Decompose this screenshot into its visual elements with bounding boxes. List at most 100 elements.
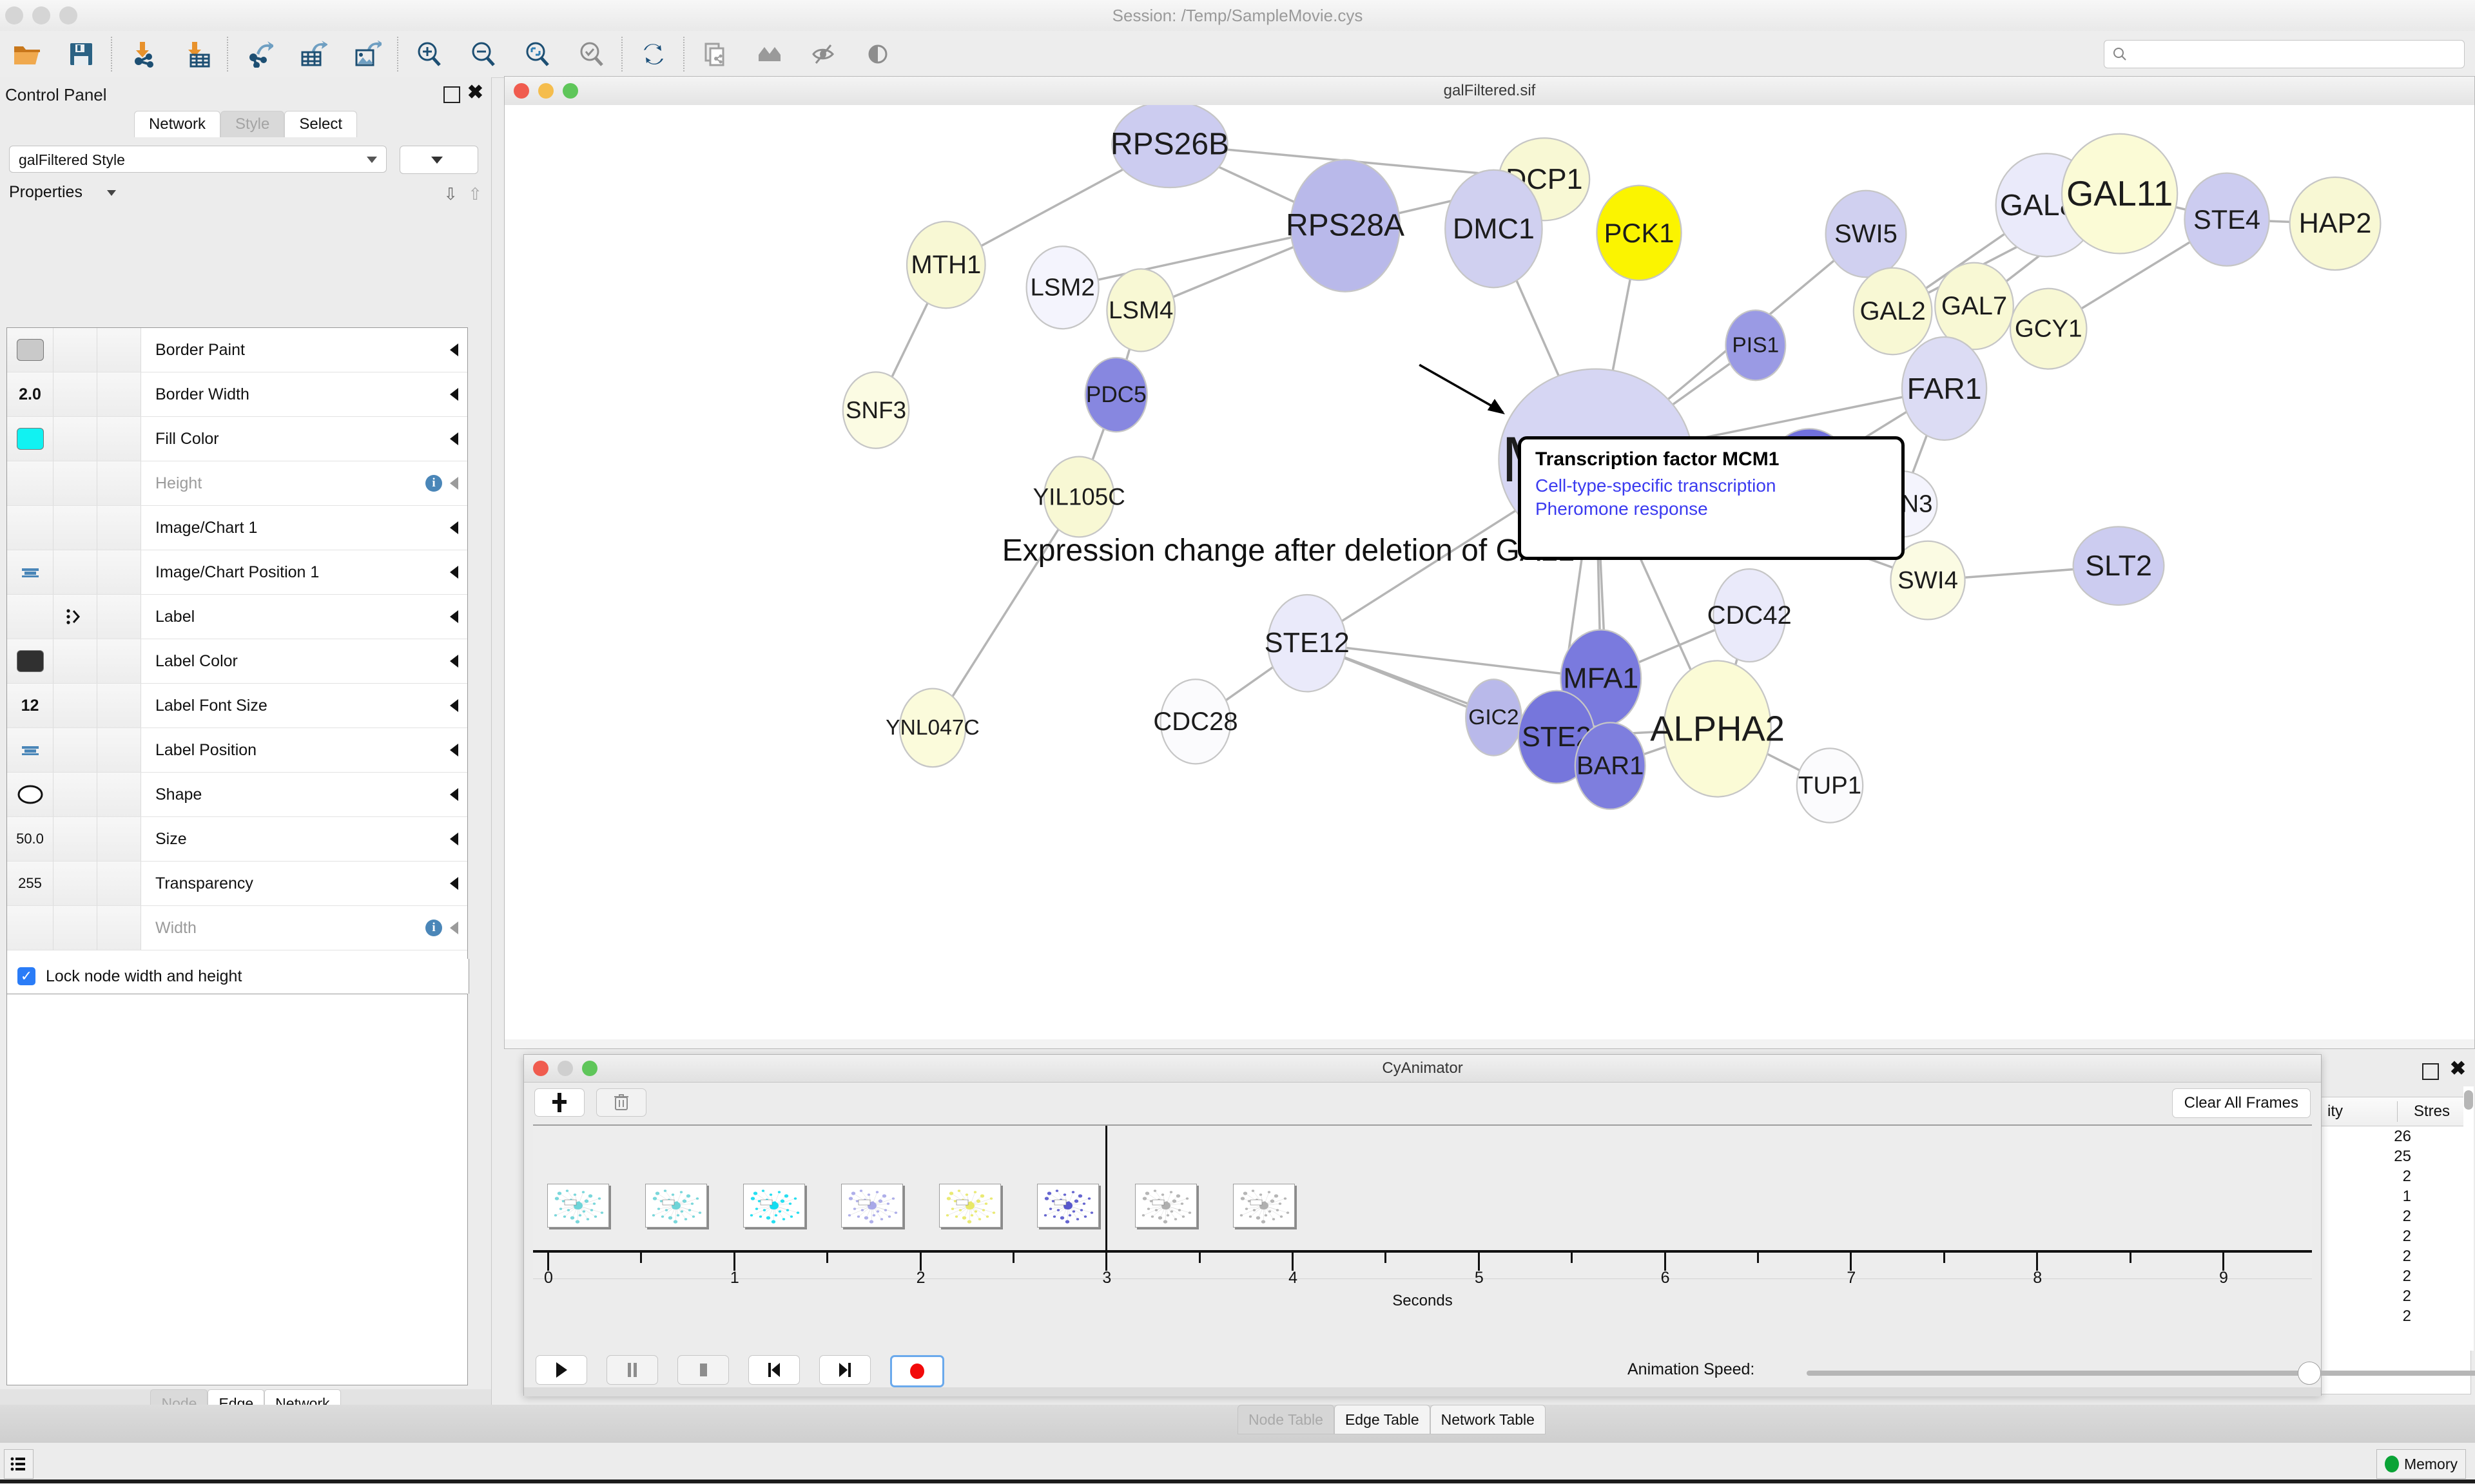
network-node[interactable]: PDC5 <box>1084 356 1148 433</box>
zoom-selected-button[interactable] <box>510 31 565 77</box>
property-default-cell[interactable] <box>7 773 53 816</box>
property-default-cell[interactable] <box>7 328 53 372</box>
color-swatch[interactable] <box>16 428 44 450</box>
property-row[interactable]: Width i <box>7 906 467 950</box>
table-cell[interactable]: 2 <box>2402 1287 2411 1305</box>
cyanimator-minimize-button[interactable] <box>558 1061 573 1076</box>
property-bypass-cell[interactable] <box>97 684 141 728</box>
property-row[interactable]: Image/Chart Position 1 <box>7 550 467 595</box>
expand-property-arrow[interactable] <box>450 477 458 490</box>
node-ellipse[interactable] <box>2061 133 2179 255</box>
cyanimator-traffic-lights[interactable] <box>533 1061 597 1076</box>
node-ellipse[interactable] <box>2072 526 2165 606</box>
network-canvas[interactable]: Expression change after deletion of GAL1… <box>505 105 2474 1048</box>
import-table-button[interactable] <box>170 31 224 77</box>
timeline-frame[interactable] <box>939 1184 1001 1228</box>
property-bypass-cell[interactable] <box>97 328 141 372</box>
close-table-panel-button[interactable]: ✖ <box>2449 1058 2466 1079</box>
property-bypass-cell[interactable] <box>97 862 141 905</box>
property-bypass-cell[interactable] <box>97 906 141 950</box>
property-default-cell[interactable]: 2.0 <box>7 372 53 416</box>
tab-edge-table[interactable]: Edge Table <box>1334 1405 1430 1434</box>
network-node[interactable]: CDC28 <box>1153 679 1238 765</box>
table-cell[interactable]: 2 <box>2402 1307 2411 1325</box>
window-traffic-lights[interactable] <box>5 6 77 24</box>
cyanimator-maximize-button[interactable] <box>582 1061 597 1076</box>
node-ellipse[interactable] <box>1663 660 1772 798</box>
houses-icon-button[interactable] <box>742 31 797 77</box>
info-icon[interactable]: i <box>425 920 442 936</box>
network-node[interactable]: SWI5 <box>1825 189 1907 278</box>
float-panel-button[interactable] <box>443 86 460 103</box>
hide-selected-button[interactable] <box>797 31 851 77</box>
network-node[interactable]: GAL2 <box>1852 267 1933 356</box>
node-ellipse[interactable] <box>842 371 910 449</box>
import-network-button[interactable] <box>116 31 170 77</box>
property-mapping-cell[interactable] <box>53 506 97 550</box>
export-network-button[interactable] <box>232 31 286 77</box>
property-row[interactable]: Label Color <box>7 639 467 684</box>
cyanimator-scrollbar[interactable] <box>524 1387 2321 1396</box>
network-graph[interactable]: Expression change after deletion of GAL1… <box>505 105 2474 1048</box>
network-node[interactable]: LSM4 <box>1106 268 1176 352</box>
property-default-cell[interactable] <box>7 461 53 505</box>
network-node[interactable]: PCK1 <box>1596 184 1682 282</box>
property-bypass-cell[interactable] <box>97 728 141 772</box>
table-cell[interactable]: 26 <box>2394 1128 2411 1145</box>
node-ellipse[interactable] <box>1825 189 1907 278</box>
float-table-panel-button[interactable] <box>2422 1063 2439 1080</box>
network-node[interactable]: RPS26B <box>1111 105 1229 189</box>
node-ellipse[interactable] <box>2289 176 2382 271</box>
table-cell[interactable]: 2 <box>2402 1168 2411 1185</box>
cyanimator-timeline[interactable]: 0 1 2 3 4 5 6 7 8 9 Seconds <box>533 1124 2312 1309</box>
export-table-button[interactable] <box>286 31 340 77</box>
node-ellipse[interactable] <box>1290 159 1401 293</box>
table-scrollbar-thumb[interactable] <box>2464 1090 2473 1110</box>
node-ellipse[interactable] <box>1852 267 1933 356</box>
node-ellipse[interactable] <box>1160 679 1232 765</box>
property-bypass-cell[interactable] <box>97 595 141 639</box>
property-default-cell[interactable]: 255 <box>7 862 53 905</box>
network-node[interactable]: GAL7 <box>1934 262 2014 351</box>
property-row[interactable]: 12 Label Font Size <box>7 684 467 728</box>
search-box[interactable] <box>2104 40 2465 68</box>
network-node[interactable]: GIC2 <box>1465 679 1522 756</box>
memory-status-button[interactable]: Memory <box>2376 1449 2466 1479</box>
expand-property-arrow[interactable] <box>450 566 458 579</box>
open-session-button[interactable] <box>0 31 54 77</box>
property-default-cell[interactable] <box>7 639 53 683</box>
table-cell[interactable]: 25 <box>2394 1148 2411 1165</box>
expand-property-arrow[interactable] <box>450 432 458 445</box>
mcm1-annotation-box[interactable]: Transcription factor MCM1 Cell-type-spec… <box>1518 436 1905 560</box>
zoom-in-button[interactable] <box>402 31 456 77</box>
network-minimize-button[interactable] <box>538 83 554 99</box>
zoom-out-button[interactable] <box>456 31 510 77</box>
property-bypass-cell[interactable] <box>97 417 141 461</box>
property-mapping-cell[interactable] <box>53 773 97 816</box>
color-swatch[interactable] <box>16 339 44 361</box>
property-mapping-cell[interactable] <box>53 684 97 728</box>
network-node[interactable]: ALPHA2 <box>1650 660 1785 798</box>
node-ellipse[interactable] <box>1901 336 1988 441</box>
pause-button[interactable] <box>607 1355 658 1385</box>
animation-speed-slider[interactable] <box>1807 1371 2475 1376</box>
property-row[interactable]: 50.0 Size <box>7 817 467 862</box>
tab-select[interactable]: Select <box>284 111 358 137</box>
expand-all-icon[interactable]: ⇩ <box>443 184 458 204</box>
property-mapping-cell[interactable] <box>53 862 97 905</box>
property-default-cell[interactable] <box>7 728 53 772</box>
property-default-cell[interactable]: 12 <box>7 684 53 728</box>
timeline-frame[interactable] <box>1233 1184 1295 1228</box>
property-default-cell[interactable] <box>7 506 53 550</box>
network-node[interactable]: TUP1 <box>1796 747 1864 824</box>
property-bypass-cell[interactable] <box>97 639 141 683</box>
node-ellipse[interactable] <box>1890 540 1966 621</box>
close-window-button[interactable] <box>5 6 23 24</box>
property-mapping-cell[interactable] <box>53 595 97 639</box>
property-row[interactable]: Shape <box>7 773 467 817</box>
timeline-frame[interactable] <box>841 1184 903 1228</box>
property-row[interactable]: Border Paint <box>7 328 467 372</box>
timeline-frame[interactable] <box>743 1184 805 1228</box>
maximize-window-button[interactable] <box>59 6 77 24</box>
timeline-frame[interactable] <box>1135 1184 1197 1228</box>
